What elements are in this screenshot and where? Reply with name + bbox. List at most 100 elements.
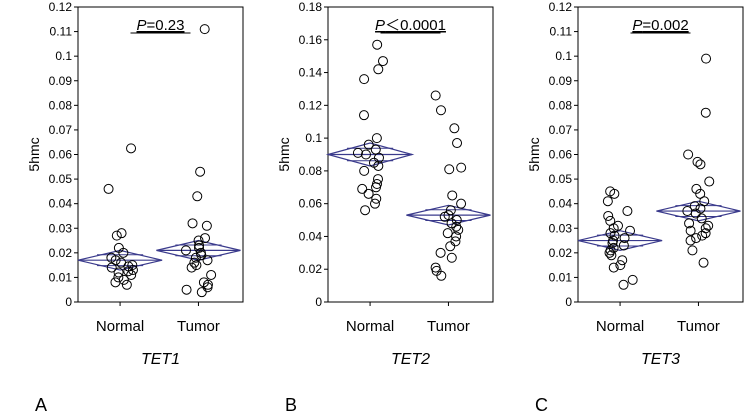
y-tick-label: 0.11 [50, 25, 73, 39]
data-point [371, 133, 382, 144]
data-point [377, 56, 388, 67]
data-point [617, 255, 628, 266]
data-point [625, 225, 636, 236]
data-point [357, 183, 368, 194]
data-point [195, 166, 206, 177]
data-point [110, 277, 121, 288]
data-point [200, 233, 211, 244]
mean-diamond [406, 204, 491, 226]
data-point [359, 165, 370, 176]
data-point [602, 196, 613, 207]
data-point [123, 266, 134, 277]
data-point [603, 210, 614, 221]
y-tick-label: 0.06 [299, 197, 323, 211]
data-point [370, 144, 381, 155]
y-tick-label: 0.03 [549, 221, 573, 235]
data-point [360, 205, 371, 216]
data-point [189, 257, 200, 268]
data-point [615, 260, 626, 271]
y-tick-label: 0 [565, 295, 572, 309]
panel-letter: B [285, 395, 297, 412]
data-point [111, 230, 122, 241]
data-point [696, 213, 707, 224]
panel-letter: A [35, 395, 47, 412]
data-point [695, 159, 706, 170]
y-tick-label: 0.18 [299, 0, 323, 14]
data-point [127, 265, 138, 276]
data-point [435, 105, 446, 116]
data-point [352, 147, 363, 158]
y-tick-label: 0.06 [49, 148, 73, 162]
data-point [199, 24, 210, 35]
data-point [194, 242, 205, 253]
y-axis-label: 5hmc [526, 137, 542, 171]
mean-diamond [656, 200, 741, 222]
gene-label: TET3 [641, 351, 680, 368]
y-tick-label: 0.11 [550, 25, 573, 39]
y-tick-label: 0.12 [299, 98, 323, 112]
mean-diamond [325, 142, 415, 167]
y-tick-label: 0.12 [549, 0, 573, 14]
y-tick-label: 0.1 [555, 49, 572, 63]
data-point [202, 255, 213, 266]
y-axis-label: 5hmc [26, 137, 42, 171]
data-point [452, 138, 463, 149]
data-point [369, 198, 380, 209]
data-point [622, 206, 633, 217]
y-axis-label: 5hmc [276, 137, 292, 171]
data-point [439, 211, 450, 222]
p-value-text: ＜0.0001 [385, 17, 446, 34]
y-tick-label: 0.05 [49, 172, 73, 186]
data-point [181, 284, 192, 295]
data-point [445, 205, 456, 216]
data-point [691, 233, 702, 244]
data-point [359, 110, 370, 121]
panel-letter: C [535, 395, 548, 412]
data-point [206, 269, 217, 280]
panel-c: 0 0.01 0.02 0.03 0.04 0.05 0.06 0.07 0.08 0.09 0.1… [526, 0, 744, 412]
data-point [201, 220, 212, 231]
y-tick-label: 0.05 [549, 172, 573, 186]
p-symbol: P [632, 17, 642, 34]
data-point [607, 238, 618, 248]
data-point [371, 193, 382, 204]
x-category-label: Tumor [177, 318, 220, 335]
data-point [436, 270, 447, 281]
data-point [704, 176, 715, 187]
data-point [446, 252, 457, 263]
data-point [627, 274, 638, 285]
data-point [126, 269, 137, 280]
y-tick-label: 0.07 [549, 123, 573, 137]
data-point [606, 250, 617, 261]
data-point [700, 107, 711, 118]
data-point [113, 267, 124, 278]
data-point [451, 215, 462, 226]
gene-label: TET2 [391, 351, 430, 368]
data-point [608, 262, 619, 273]
data-point [435, 247, 446, 258]
data-point [373, 160, 384, 171]
y-tick-label: 0.01 [49, 270, 73, 284]
y-tick-label: 0 [65, 295, 72, 309]
y-tick-label: 0.08 [299, 164, 323, 178]
y-tick-label: 0.08 [549, 98, 573, 112]
y-tick-label: 0.04 [549, 197, 573, 211]
data-point [700, 228, 711, 239]
data-point [190, 252, 201, 263]
y-tick-label: 0.09 [549, 74, 573, 88]
data-point [121, 279, 132, 290]
data-point [451, 231, 462, 242]
data-point [456, 198, 467, 209]
p-value: P=0.002 [632, 17, 688, 34]
data-point [453, 224, 464, 235]
y-tick-label: 0.1 [55, 49, 72, 63]
data-point [703, 220, 714, 231]
x-category-label: Tumor [677, 318, 720, 335]
data-point [106, 262, 117, 273]
data-point [445, 241, 456, 252]
y-tick-label: 0 [315, 295, 322, 309]
data-point [684, 218, 695, 229]
data-point [193, 235, 204, 246]
y-tick-label: 0.01 [549, 270, 573, 284]
